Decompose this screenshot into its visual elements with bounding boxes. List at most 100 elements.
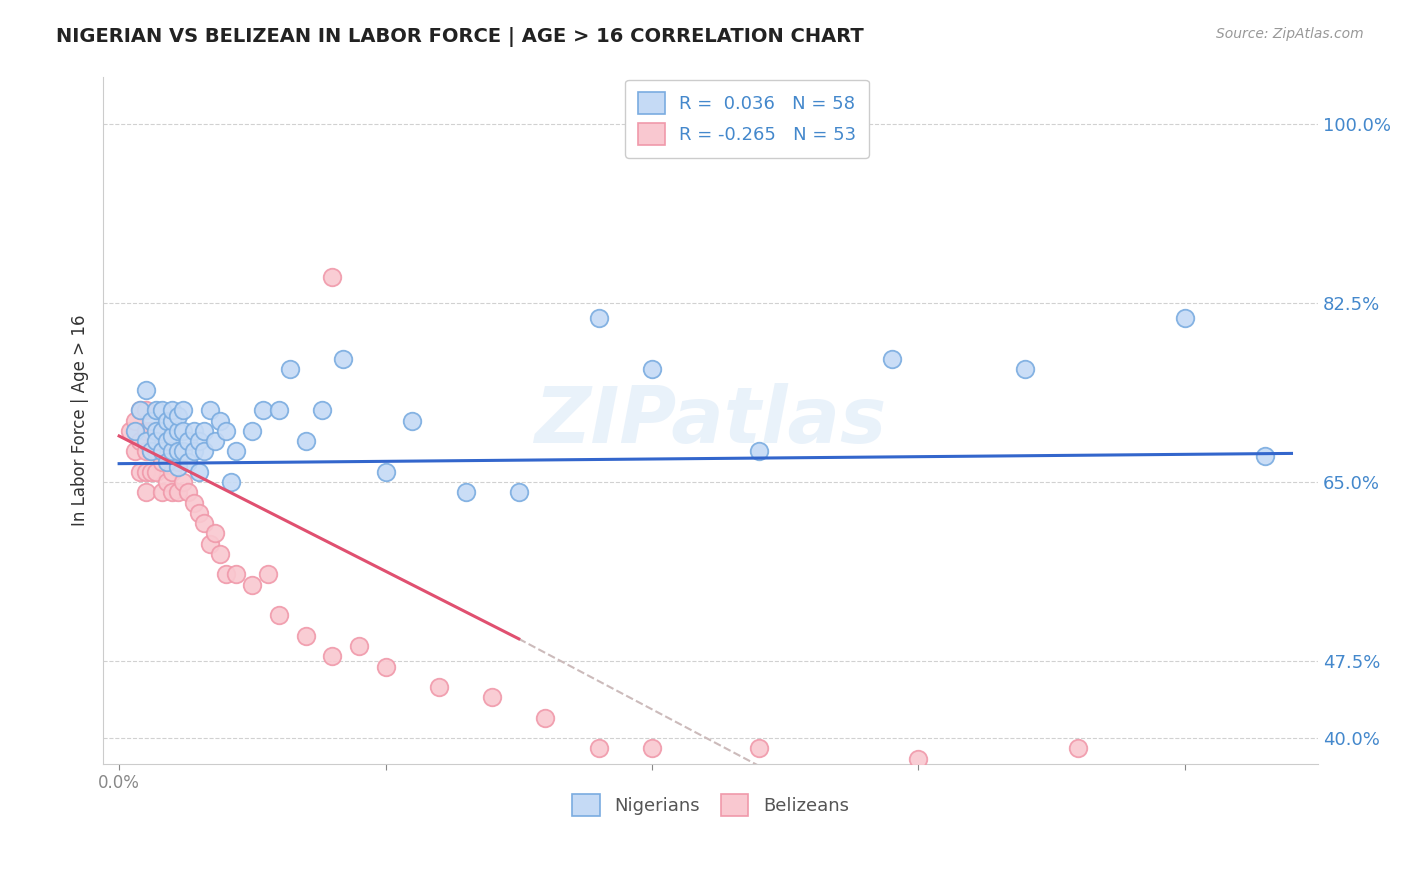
Point [166, 485, 188, 500]
Point [332, 352, 354, 367]
Point [135, 465, 157, 479]
Text: NIGERIAN VS BELIZEAN IN LABOR FORCE | AGE > 16 CORRELATION CHART: NIGERIAN VS BELIZEAN IN LABOR FORCE | AG… [56, 27, 865, 46]
Point [225, 444, 247, 458]
Point [172, 444, 194, 458]
Point [198, 403, 221, 417]
Point [135, 424, 157, 438]
Point [209, 414, 232, 428]
Point [162, 485, 184, 500]
Point [188, 434, 211, 449]
Point [124, 424, 146, 438]
Point [150, 455, 173, 469]
Point [177, 455, 200, 469]
Point [1014, 362, 1036, 376]
Point [145, 424, 167, 438]
Point [748, 444, 770, 458]
Point [374, 465, 396, 479]
Point [145, 444, 167, 458]
Point [156, 444, 179, 458]
Point [135, 383, 157, 397]
Point [907, 752, 929, 766]
Point [129, 403, 152, 417]
Point [124, 414, 146, 428]
Point [183, 495, 205, 509]
Point [145, 434, 167, 449]
Point [156, 414, 179, 428]
Point [118, 424, 141, 438]
Point [156, 434, 179, 449]
Point [347, 639, 370, 653]
Point [156, 455, 179, 469]
Point [162, 465, 184, 479]
Point [401, 414, 423, 428]
Point [156, 475, 179, 489]
Point [240, 424, 263, 438]
Point [880, 352, 903, 367]
Point [145, 465, 167, 479]
Point [166, 424, 188, 438]
Point [162, 403, 184, 417]
Point [193, 424, 215, 438]
Point [172, 475, 194, 489]
Point [145, 403, 167, 417]
Point [150, 403, 173, 417]
Point [240, 577, 263, 591]
Point [204, 526, 226, 541]
Point [166, 455, 188, 469]
Point [166, 409, 188, 423]
Point [162, 444, 184, 458]
Point [588, 741, 610, 756]
Point [150, 485, 173, 500]
Point [225, 567, 247, 582]
Point [150, 424, 173, 438]
Point [1067, 741, 1090, 756]
Point [177, 485, 200, 500]
Point [641, 362, 664, 376]
Point [162, 429, 184, 443]
Point [294, 434, 316, 449]
Point [177, 434, 200, 449]
Point [209, 547, 232, 561]
Point [278, 362, 301, 376]
Point [215, 424, 238, 438]
Point [188, 465, 211, 479]
Point [1174, 311, 1197, 326]
Point [139, 444, 162, 458]
Point [129, 403, 152, 417]
Point [252, 403, 274, 417]
Point [219, 475, 242, 489]
Point [124, 444, 146, 458]
Point [139, 424, 162, 438]
Point [267, 608, 290, 623]
Point [508, 485, 530, 500]
Point [183, 444, 205, 458]
Point [321, 270, 343, 285]
Point [641, 741, 664, 756]
Point [267, 403, 290, 417]
Point [162, 444, 184, 458]
Point [145, 424, 167, 438]
Point [129, 465, 152, 479]
Point [135, 434, 157, 449]
Point [588, 311, 610, 326]
Point [193, 516, 215, 530]
Point [166, 444, 188, 458]
Point [1254, 450, 1277, 464]
Point [748, 741, 770, 756]
Point [215, 567, 238, 582]
Legend: Nigerians, Belizeans: Nigerians, Belizeans [565, 787, 856, 823]
Point [139, 444, 162, 458]
Point [321, 649, 343, 664]
Point [294, 629, 316, 643]
Point [534, 711, 557, 725]
Text: Source: ZipAtlas.com: Source: ZipAtlas.com [1216, 27, 1364, 41]
Point [311, 403, 333, 417]
Point [257, 567, 280, 582]
Point [166, 459, 188, 474]
Point [162, 414, 184, 428]
Text: ZIPatlas: ZIPatlas [534, 383, 887, 458]
Point [135, 485, 157, 500]
Point [150, 444, 173, 458]
Y-axis label: In Labor Force | Age > 16: In Labor Force | Age > 16 [72, 315, 89, 526]
Point [188, 506, 211, 520]
